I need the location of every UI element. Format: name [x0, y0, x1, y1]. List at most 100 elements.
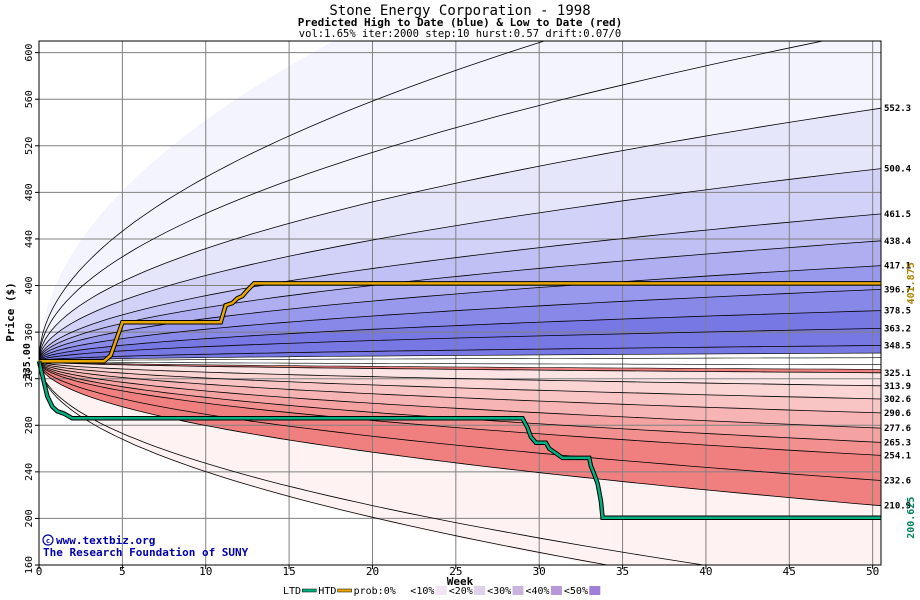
upper-band-0: [39, 41, 881, 362]
quantile-line: [39, 265, 881, 362]
legend-ltd-label: LTD: [283, 586, 301, 597]
lower-band-8: [39, 361, 881, 506]
x-tick-label: 25: [449, 565, 462, 578]
legend-prob-swatch: [397, 586, 409, 595]
quantile-end-label: 438.4: [884, 237, 912, 247]
y-tick-label: 440: [24, 230, 35, 248]
quantile-end-label: 302.6: [884, 395, 911, 405]
legend-htd-label: HTD: [318, 586, 336, 597]
y-tick-label: 480: [24, 183, 35, 201]
legend-prob-swatch: [512, 586, 524, 595]
x-tick-label: 20: [366, 565, 379, 578]
quantile-line: [39, 289, 881, 362]
inner-upper-band: [39, 345, 881, 362]
watermark: c www.textbiz.org The Research Foundatio…: [42, 534, 249, 559]
start-price-label: 335.00: [22, 343, 33, 379]
quantile-end-label: 396.7: [884, 285, 911, 295]
upper-band-7: [39, 310, 881, 362]
quantile-line: [39, 361, 881, 443]
y-axis: 160 200 240 280 320 360 400 440 480 520 560 600: [24, 44, 39, 574]
x-tick-label: 15: [282, 565, 295, 578]
quantile-end-label: 210.9: [884, 502, 911, 512]
quantile-end-label: 290.6: [884, 409, 911, 419]
y-tick-label: 560: [24, 90, 35, 108]
legend-prob-label: <10%: [410, 586, 434, 597]
legend-prob-swatch: [474, 586, 486, 595]
y-tick-label: 600: [24, 44, 35, 62]
x-tick-label: 5: [119, 565, 126, 578]
quantile-lines: [39, 41, 881, 565]
quantile-line: [39, 361, 881, 456]
x-tick-label: 10: [199, 565, 212, 578]
quantile-end-label: 363.2: [884, 324, 911, 334]
y-tick-label: 360: [24, 323, 35, 341]
x-tick-label: 50: [866, 565, 879, 578]
upper-band-4: [39, 240, 881, 362]
quantile-line: [39, 345, 881, 362]
legend-prob-swatch: [435, 586, 447, 595]
y-tick-label: 160: [24, 556, 35, 574]
upper-band-5: [39, 265, 881, 362]
x-tick-label: 30: [533, 565, 546, 578]
legend-prob-label: <30%: [487, 586, 511, 597]
chart-subtitle: Predicted High to Date (blue) & Low to D…: [298, 16, 623, 29]
quantile-end-label: 500.4: [884, 165, 912, 175]
quantile-end-label: 232.6: [884, 476, 911, 486]
legend-prob-swatch: [550, 586, 562, 595]
watermark-url: www.textbiz.org: [56, 534, 155, 547]
copyright-icon-letter: c: [46, 537, 50, 545]
quantile-line: [39, 240, 881, 362]
quantile-line: [39, 361, 881, 481]
lower-band-3: [39, 361, 881, 413]
legend-prob-swatch: [589, 586, 601, 595]
quantile-line: [39, 361, 881, 429]
high-final-label: 401.875: [906, 262, 917, 304]
quantile-end-label: 417.1: [884, 262, 911, 272]
y-tick-label: 400: [24, 277, 35, 295]
quantile-end-label: 277.6: [884, 424, 911, 434]
legend-prob-label: prob:0%: [354, 586, 396, 597]
quantile-line: [39, 360, 881, 374]
x-tick-label: 40: [699, 565, 712, 578]
legend-ltd-swatch: [302, 588, 317, 593]
y-tick-label: 200: [24, 509, 35, 527]
x-tick-label: 35: [616, 565, 629, 578]
low-series-line: [37, 360, 881, 519]
y-tick-label: 320: [24, 370, 35, 388]
lower-band-2: [39, 361, 881, 399]
copyright-icon: [42, 534, 54, 546]
lower-band-4: [39, 361, 881, 429]
chart-params: vol:1.65% iter:2000 step:10 hurst:0.57 d…: [299, 28, 621, 40]
y-tick-label: 280: [24, 416, 35, 434]
quantile-line: [39, 360, 881, 387]
watermark-org: The Research Foundation of SUNY: [43, 546, 249, 559]
quantile-end-label: 378.5: [884, 307, 911, 317]
quantile-end-label: 461.5: [884, 210, 911, 220]
quantile-end-label: 254.1: [884, 451, 911, 461]
legend-prob-label: <50%: [564, 586, 588, 597]
y-tick-label: 240: [24, 463, 35, 481]
quantile-outer-line: [39, 361, 707, 565]
x-axis-label: Week: [447, 575, 474, 588]
x-tick-label: 45: [783, 565, 796, 578]
quantile-end-label: 552.3: [884, 104, 911, 114]
quantile-end-label: 313.9: [884, 382, 911, 392]
lower-band-5: [39, 361, 881, 443]
quantile-labels: 552.3 500.4 461.5 438.4 417.1 396.7 378.5 363.2…: [884, 104, 912, 512]
upper-band-2: [39, 168, 881, 362]
legend-prob-label: <40%: [526, 586, 550, 597]
upper-band-1: [39, 108, 881, 362]
data-series: [36, 281, 881, 520]
quantile-end-label: 265.3: [884, 438, 911, 448]
quantile-line: [39, 328, 881, 362]
lower-band-7: [39, 361, 881, 481]
quantile-line: [39, 310, 881, 362]
low-final-label: 200.625: [906, 497, 917, 539]
chart-title: Stone Energy Corporation - 1998: [329, 3, 590, 19]
legend-prob-label: <20%: [449, 586, 473, 597]
quantile-end-label: 348.5: [884, 342, 911, 352]
quantile-outer-line: [39, 41, 546, 362]
y-tick-label: 520: [24, 137, 35, 155]
quantile-outer-line: [39, 41, 825, 362]
